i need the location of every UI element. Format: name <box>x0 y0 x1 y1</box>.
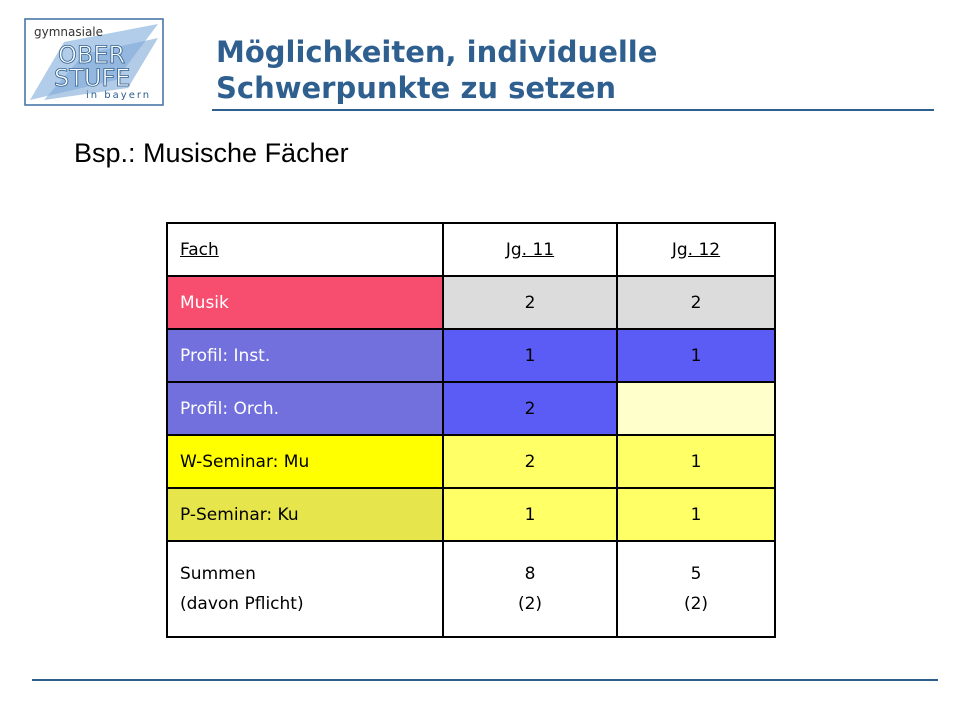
logo-text-in-bayern: in bayern <box>86 90 151 101</box>
cell-fach-musik: Musik <box>166 275 444 330</box>
footer-divider <box>32 679 938 681</box>
table-header-row: Fach Jg. 11 Jg. 12 <box>166 222 776 277</box>
cell-jg11-profil-orch: 2 <box>442 381 618 436</box>
cell-jg12-p-seminar: 1 <box>616 487 776 542</box>
gymnasiale-oberstufe-logo: gymnasiale OBER STUFE in bayern <box>24 18 164 106</box>
cell-jg12-summen: 5 (2) <box>616 540 776 638</box>
table-row-profil-inst: Profil: Inst. 1 1 <box>166 328 776 383</box>
table-row-musik: Musik 2 2 <box>166 275 776 330</box>
cell-fach-w-seminar: W-Seminar: Mu <box>166 434 444 489</box>
cell-jg12-profil-inst: 1 <box>616 328 776 383</box>
cell-jg12-profil-orch <box>616 381 776 436</box>
subjects-table: Fach Jg. 11 Jg. 12 Musik 2 2 Profil: Ins… <box>166 222 776 638</box>
table-row-profil-orch: Profil: Orch. 2 <box>166 381 776 436</box>
cell-jg11-summen: 8 (2) <box>442 540 618 638</box>
cell-fach-profil-orch: Profil: Orch. <box>166 381 444 436</box>
table-row-w-seminar: W-Seminar: Mu 2 1 <box>166 434 776 489</box>
cell-jg11-w-seminar: 2 <box>442 434 618 489</box>
summen-label: Summen <box>180 564 256 584</box>
logo-text-stufe: STUFE <box>54 64 130 92</box>
cell-fach-profil-inst: Profil: Inst. <box>166 328 444 383</box>
header-divider <box>212 109 934 111</box>
jg11-summe: 8 <box>524 564 536 584</box>
logo-text-gymnasiale: gymnasiale <box>34 25 103 39</box>
page-title-line-1: Möglichkeiten, individuelle <box>216 35 658 69</box>
logo-text-ober: OBER <box>58 41 125 69</box>
cell-jg11-profil-inst: 1 <box>442 328 618 383</box>
cell-fach-p-seminar: P-Seminar: Ku <box>166 487 444 542</box>
page-title: Möglichkeiten, individuelle Schwerpunkte… <box>216 34 657 106</box>
header-jg11: Jg. 11 <box>442 222 618 277</box>
page-title-line-2: Schwerpunkte zu setzen <box>216 71 617 105</box>
table-row-summen: Summen (davon Pflicht) 8 (2) 5 (2) <box>166 540 776 638</box>
cell-jg11-p-seminar: 1 <box>442 487 618 542</box>
table-row-p-seminar: P-Seminar: Ku 1 1 <box>166 487 776 542</box>
header-fach: Fach <box>166 222 444 277</box>
cell-jg12-musik: 2 <box>616 275 776 330</box>
davon-pflicht-label: (davon Pflicht) <box>180 594 304 614</box>
cell-jg11-musik: 2 <box>442 275 618 330</box>
jg11-pflicht: (2) <box>517 594 543 614</box>
cell-fach-summen: Summen (davon Pflicht) <box>166 540 444 638</box>
jg12-pflicht: (2) <box>683 594 709 614</box>
slide-subtitle: Bsp.: Musische Fächer <box>74 138 349 168</box>
jg12-summe: 5 <box>690 564 702 584</box>
header-jg12: Jg. 12 <box>616 222 776 277</box>
cell-jg12-w-seminar: 1 <box>616 434 776 489</box>
